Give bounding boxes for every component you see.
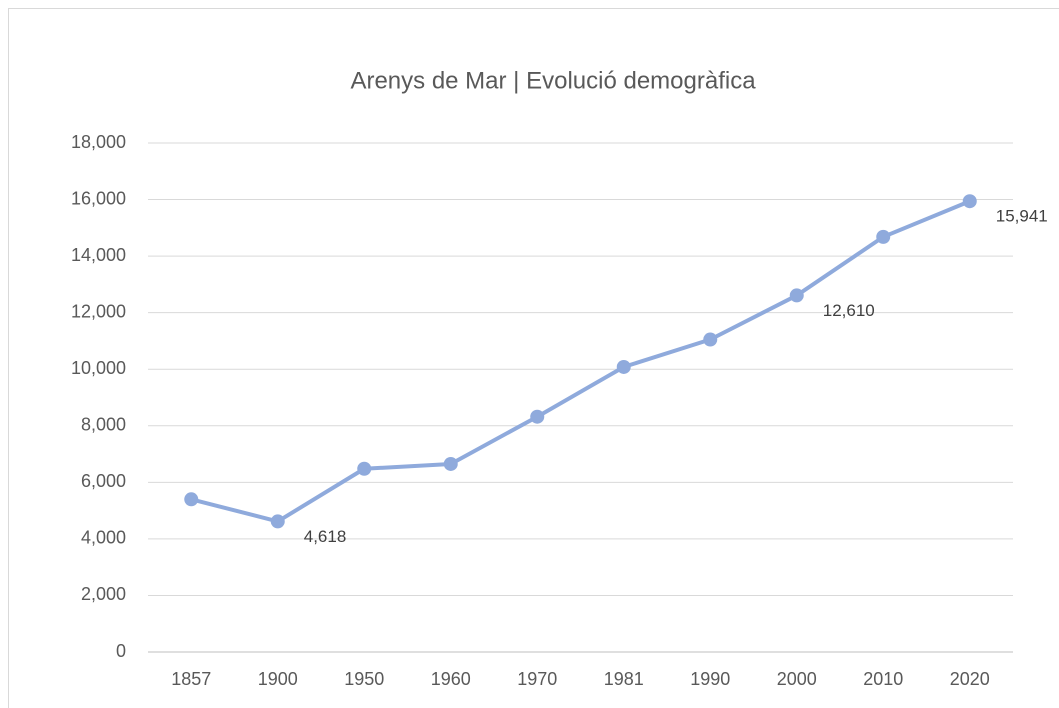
x-tick-label: 1857 (171, 669, 211, 689)
marker (703, 332, 718, 347)
y-tick-label: 4,000 (81, 528, 126, 548)
x-tick-label: 2010 (863, 669, 903, 689)
data-label: 4,618 (304, 527, 347, 546)
marker (443, 456, 458, 471)
x-tick-label: 1981 (604, 669, 644, 689)
y-tick-label: 18,000 (71, 132, 126, 152)
marker (876, 229, 891, 244)
marker (530, 409, 545, 424)
data-label: 12,610 (823, 301, 875, 320)
x-tick-label: 2020 (950, 669, 990, 689)
x-tick-label: 1900 (258, 669, 298, 689)
y-tick-label: 8,000 (81, 415, 126, 435)
line (190, 199, 971, 524)
y-tick-label: 12,000 (71, 301, 126, 321)
x-tick-label: 1970 (517, 669, 557, 689)
y-tick-label: 10,000 (71, 358, 126, 378)
y-tick-label: 2,000 (81, 584, 126, 604)
x-tick-label: 1960 (431, 669, 471, 689)
marker (184, 492, 199, 507)
marker (962, 194, 977, 209)
y-tick-label: 14,000 (71, 245, 126, 265)
chart-title: Arenys de Mar | Evolució demogràfica (350, 67, 756, 94)
x-tick-label: 1950 (344, 669, 384, 689)
y-tick-label: 16,000 (71, 188, 126, 208)
marker (357, 461, 372, 476)
marker (270, 514, 285, 529)
y-tick-label: 6,000 (81, 471, 126, 491)
data-label: 15,941 (996, 207, 1048, 226)
marker (616, 359, 631, 374)
x-tick-label: 2000 (777, 669, 817, 689)
y-tick-label: 0 (116, 641, 126, 661)
chart-border (8, 8, 1059, 708)
x-tick-label: 1990 (690, 669, 730, 689)
marker (789, 288, 804, 303)
